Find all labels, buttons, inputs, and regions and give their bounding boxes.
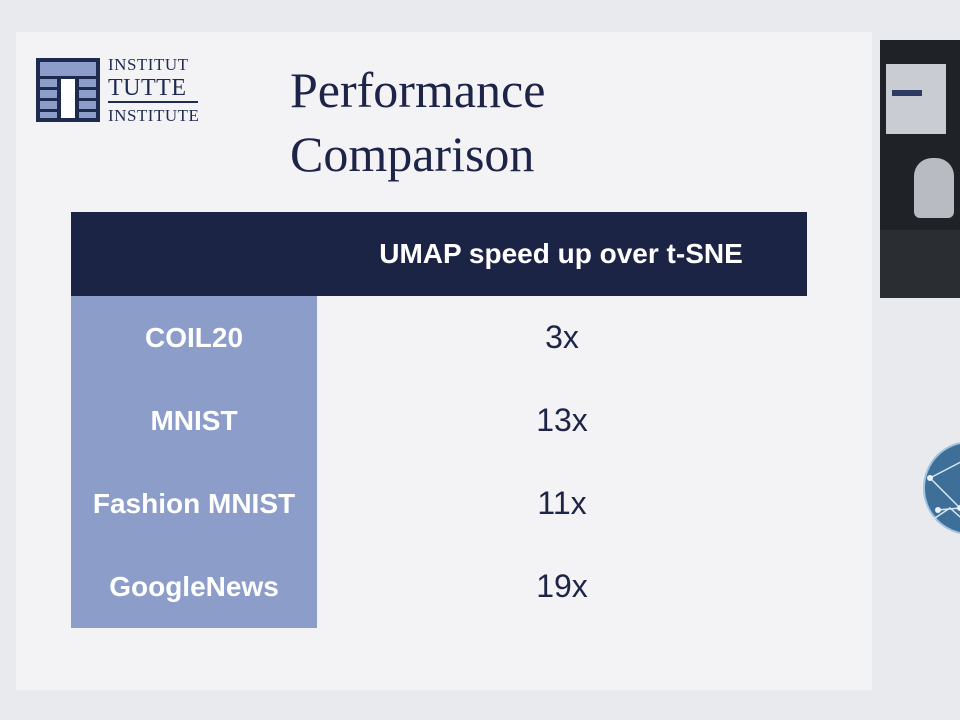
title-line-1: Performance	[290, 62, 546, 118]
slide-title: Performance Comparison	[290, 58, 710, 186]
speedup-cell: 11x	[537, 485, 587, 521]
comparison-table: COIL20 3x MNIST 13x Fashion MNIST 11x Go…	[71, 296, 807, 628]
table-row: MNIST 13x	[71, 379, 807, 462]
tutte-institute-logo: INSTITUT TUTTE INSTITUTE	[36, 52, 206, 128]
webcam-screen-bar	[892, 90, 922, 96]
speedup-cell: 19x	[536, 568, 588, 604]
logo-line-1: INSTITUT	[108, 55, 189, 74]
logo-line-2: TUTTE	[108, 76, 198, 103]
webcam-background-screen	[886, 64, 946, 134]
speedup-cell: 13x	[536, 402, 588, 438]
logo-wordmark: INSTITUT TUTTE INSTITUTE	[108, 54, 208, 124]
column-header-speedup: UMAP speed up over t-SNE	[379, 238, 743, 269]
table-header-row: UMAP speed up over t-SNE	[71, 212, 807, 296]
logo-line-3: INSTITUTE	[108, 106, 200, 125]
table-row: GoogleNews 19x	[71, 545, 807, 628]
globe-network-icon	[923, 442, 960, 534]
dataset-cell: GoogleNews	[71, 545, 317, 628]
table-row: Fashion MNIST 11x	[71, 462, 807, 545]
presenter-webcam	[880, 40, 960, 298]
table-row: COIL20 3x	[71, 296, 807, 379]
dataset-cell: COIL20	[71, 296, 317, 379]
presenter-silhouette	[914, 158, 954, 218]
webcam-desk	[880, 230, 960, 298]
dataset-cell: Fashion MNIST	[71, 462, 317, 545]
tutte-logo-icon	[36, 58, 100, 122]
title-line-2: Comparison	[290, 126, 535, 182]
dataset-cell: MNIST	[71, 379, 317, 462]
speedup-cell: 3x	[545, 319, 579, 355]
